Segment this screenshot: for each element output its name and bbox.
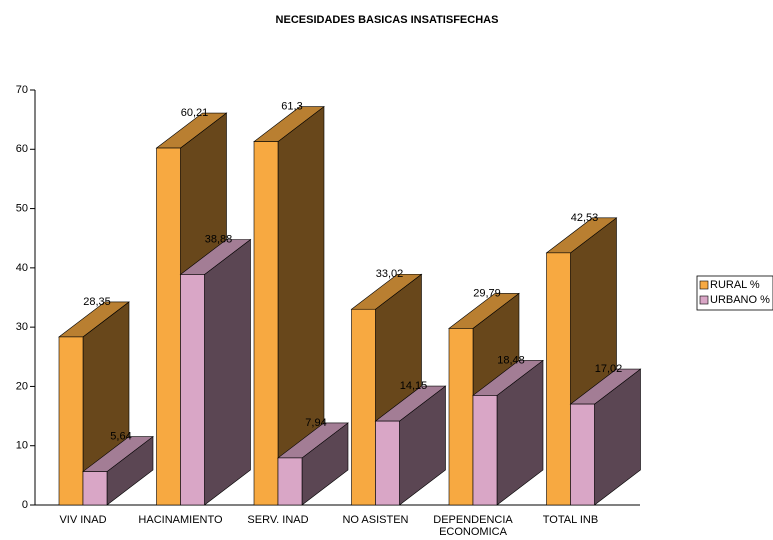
bar-front [448, 328, 474, 506]
bar [472, 359, 544, 506]
x-tick-label: SERV. INAD [247, 514, 309, 526]
y-tick-label: 60 [16, 143, 28, 155]
bar-front [570, 403, 595, 506]
bar-front [180, 274, 205, 506]
legend-label: URBANO % [710, 294, 770, 306]
data-label: 14,15 [400, 380, 428, 392]
y-tick-label: 0 [22, 499, 28, 511]
y-tick-label: 30 [16, 321, 28, 333]
data-label: 33,02 [376, 268, 404, 280]
data-label: 38,88 [205, 233, 233, 245]
x-tick-label: VIV INAD [59, 514, 107, 526]
x-tick-label: TOTAL INB [542, 514, 599, 526]
bar-side [204, 238, 251, 506]
data-label: 7,94 [305, 417, 326, 429]
data-label: 28,35 [83, 296, 111, 308]
bar [277, 422, 349, 506]
data-label: 5,64 [110, 430, 131, 442]
y-tick-label: 40 [16, 262, 28, 274]
data-label: 29,79 [473, 287, 501, 299]
legend-swatch [699, 280, 709, 290]
x-tick-label: NO ASISTEN [342, 514, 409, 526]
bar-front [351, 308, 376, 506]
data-label: 60,21 [181, 107, 209, 119]
y-tick-label: 70 [16, 84, 28, 96]
legend-label: RURAL % [710, 279, 760, 291]
data-label: 42,53 [571, 212, 599, 224]
y-tick-label: 10 [16, 440, 28, 452]
data-label: 18,48 [497, 354, 525, 366]
bar-front [58, 336, 84, 506]
y-tick-label: 50 [16, 202, 28, 214]
x-tick-label: DEPENDENCIA ECONOMICA [433, 514, 513, 538]
y-tick-label: 20 [16, 380, 28, 392]
data-label: 61,3 [281, 100, 302, 112]
bar-front [156, 147, 181, 506]
bar [82, 435, 154, 506]
bar-front [546, 252, 571, 506]
bar [374, 385, 447, 506]
bar-front [253, 141, 279, 506]
bar-front [472, 395, 498, 506]
bar [179, 238, 252, 506]
bar-front [277, 457, 303, 506]
legend-box [696, 275, 773, 311]
bar-front [375, 420, 400, 506]
chart-title: NECESIDADES BASICAS INSATISFECHAS [276, 14, 499, 26]
bar-front [82, 471, 108, 506]
bar [569, 368, 642, 506]
bar [253, 105, 325, 506]
legend-swatch [699, 295, 709, 305]
x-tick-label: HACINAMIENTO [138, 514, 223, 526]
data-label: 17,02 [595, 363, 623, 375]
